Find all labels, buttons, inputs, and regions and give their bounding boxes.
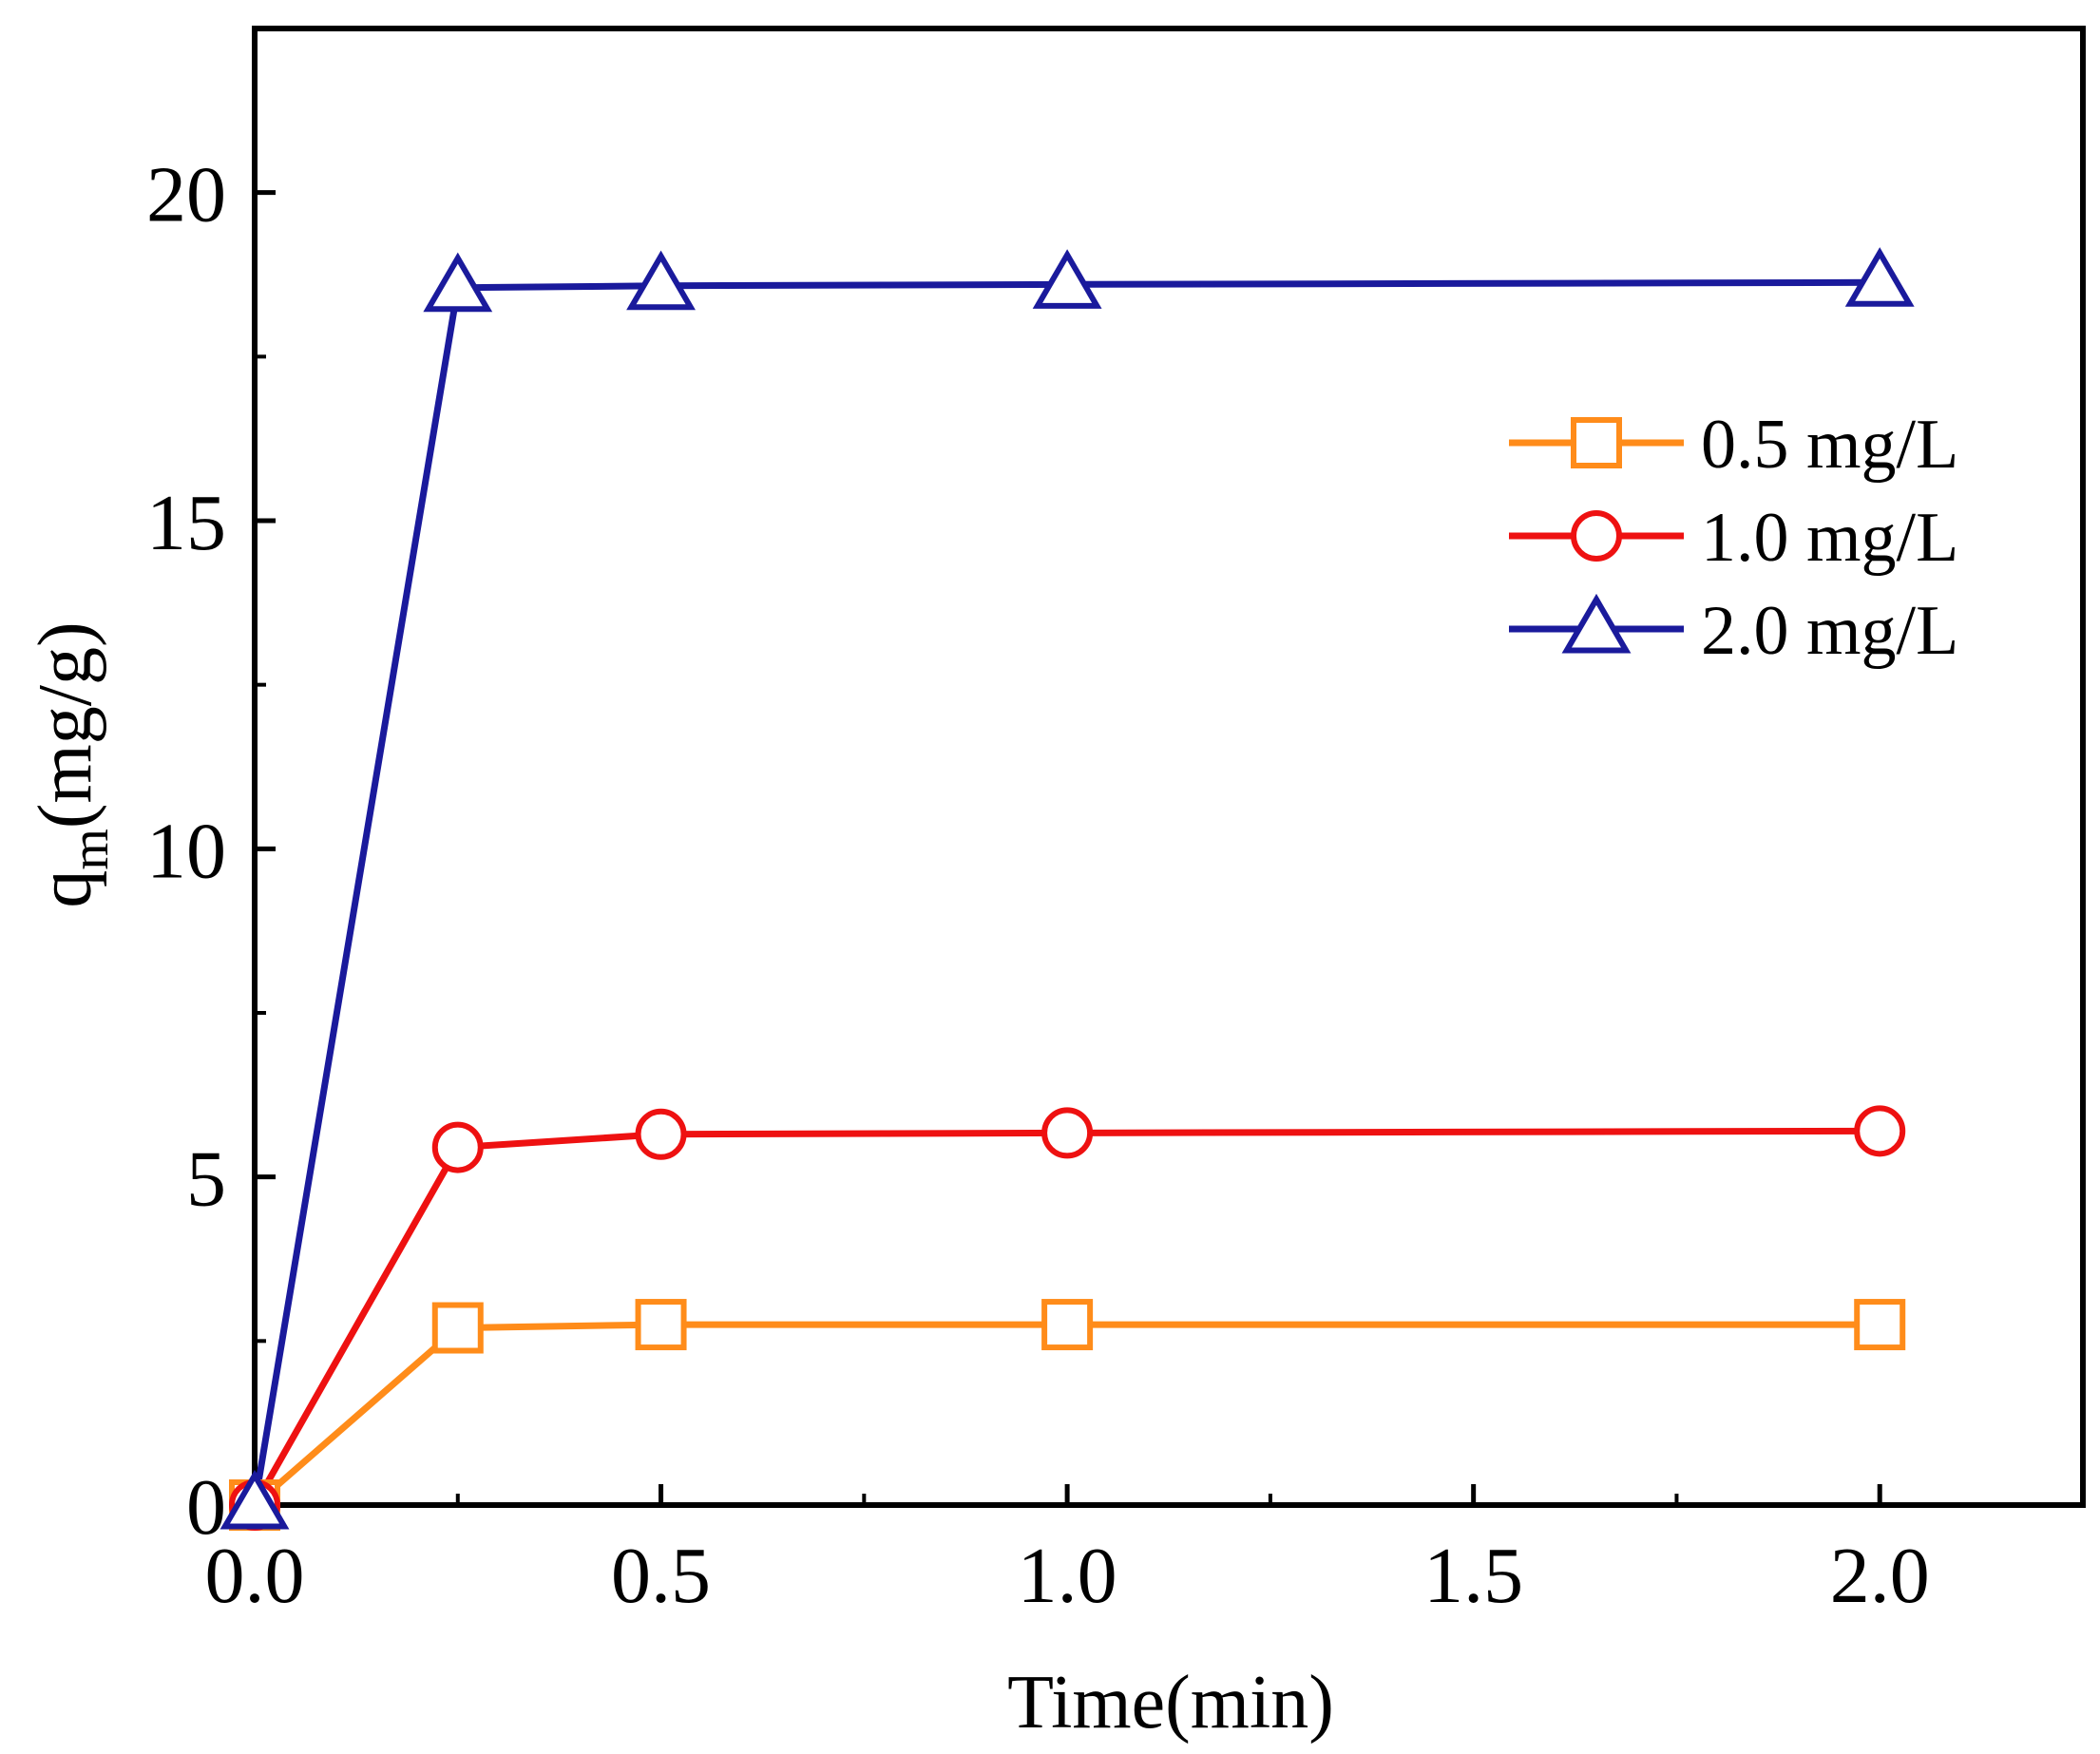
legend-label: 1.0 mg/L xyxy=(1701,499,1958,577)
marker-triangle xyxy=(423,252,493,313)
y-axis-title-main: q xyxy=(24,870,107,908)
legend-label: 2.0 mg/L xyxy=(1701,592,1958,670)
x-tick-label: 1.0 xyxy=(1018,1532,1117,1620)
series-group xyxy=(220,247,1915,1531)
marker-circle xyxy=(1571,510,1622,562)
y-tick-label: 5 xyxy=(186,1135,226,1224)
marker-triangle xyxy=(1561,593,1632,654)
marker-triangle xyxy=(1844,247,1915,307)
marker-triangle xyxy=(626,250,696,311)
marker-square xyxy=(1854,1299,1906,1351)
y-tick-label: 0 xyxy=(186,1463,226,1552)
axis-labels: Time(min) qm(mg/g) xyxy=(24,621,1334,1744)
x-tick-label: 1.5 xyxy=(1423,1532,1523,1620)
legend-label: 0.5 mg/L xyxy=(1701,406,1958,484)
y-axis-title-units: (mg/g) xyxy=(24,621,107,829)
x-tick-label: 0.5 xyxy=(611,1532,711,1620)
legend: 0.5 mg/L 1.0 mg/L 2.0 mg/L xyxy=(1509,406,1958,670)
y-tick-label: 15 xyxy=(146,479,226,567)
marker-square xyxy=(1041,1299,1094,1351)
y-tick-label: 10 xyxy=(146,807,226,895)
marker-circle xyxy=(1854,1105,1906,1157)
marker-circle xyxy=(431,1121,484,1173)
x-axis-title: Time(min) xyxy=(1007,1661,1334,1744)
axes-group: 0.0 0.5 1.0 1.5 2.0 0 5 10 15 20 xyxy=(146,26,2086,1620)
marker-square xyxy=(1571,417,1622,468)
x-tick-label: 0.0 xyxy=(205,1532,305,1620)
marker-square xyxy=(635,1299,687,1351)
x-tick-label: 2.0 xyxy=(1830,1532,1930,1620)
y-axis-title-group: qm(mg/g) xyxy=(24,621,120,907)
series-line xyxy=(252,1321,1880,1508)
marker-circle xyxy=(635,1108,687,1160)
marker-square xyxy=(431,1302,484,1354)
plot-frame xyxy=(252,26,2086,1508)
marker-triangle xyxy=(1032,249,1102,309)
y-tick-label: 20 xyxy=(146,151,226,239)
y-axis-title-subscript: m xyxy=(61,829,120,870)
marker-triangle xyxy=(220,1469,290,1530)
y-axis-title: qm(mg/g) xyxy=(24,621,120,907)
marker-circle xyxy=(1041,1107,1094,1159)
